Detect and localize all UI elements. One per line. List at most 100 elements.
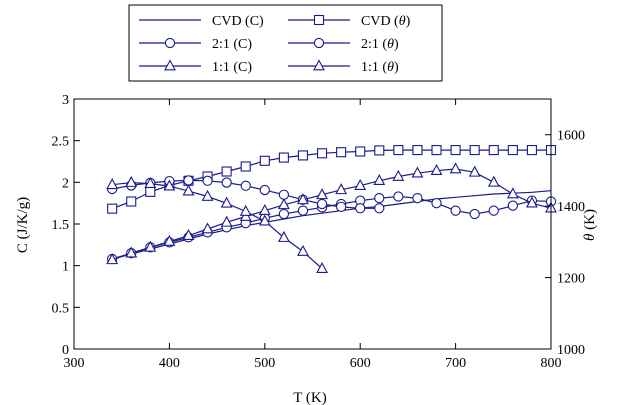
- y-axis-label: C (J/K/g): [15, 197, 31, 253]
- legend-label-theta: θ: [387, 60, 394, 75]
- legend-marker: [164, 37, 176, 49]
- data-point: [240, 180, 251, 191]
- y-tick-label: 1.5: [52, 218, 70, 233]
- x-tick-label: 700: [445, 356, 466, 371]
- y2-tick-label: 1400: [557, 200, 585, 215]
- x-tick-label: 300: [64, 356, 85, 371]
- data-point: [336, 147, 347, 158]
- data-point: [202, 175, 213, 186]
- data-point: [487, 175, 500, 187]
- y2-axis-label-symbol: θ: [582, 233, 598, 241]
- data-point: [431, 198, 442, 209]
- y2-tick-label: 1200: [557, 272, 585, 287]
- data-point: [507, 145, 518, 156]
- y-tick-label: 1: [62, 260, 69, 275]
- data-point: [277, 230, 290, 242]
- data-point: [182, 229, 195, 241]
- x-tick-label: 400: [159, 356, 180, 371]
- legend-entry: 1:1 (θ): [288, 59, 399, 75]
- y2-tick-label: 1000: [557, 343, 585, 358]
- legend-entry: CVD (C): [139, 14, 264, 29]
- data-point: [374, 203, 385, 214]
- legend-label-close: ): [394, 60, 399, 75]
- y2-tick-label: 1600: [557, 129, 585, 144]
- legend-label-theta: θ: [399, 14, 406, 29]
- data-point: [316, 188, 328, 200]
- legend-label-text: 2:1 (C): [212, 37, 252, 52]
- data-point: [106, 253, 119, 265]
- legend-marker: [313, 59, 325, 71]
- data-point: [259, 155, 270, 166]
- data-point: [449, 162, 462, 174]
- data-point: [221, 177, 232, 188]
- data-point: [297, 150, 309, 161]
- legend-label: 2:1 (C): [212, 37, 252, 52]
- data-point: [316, 261, 328, 273]
- data-point: [277, 198, 290, 210]
- data-point: [125, 175, 138, 187]
- data-point: [297, 244, 309, 256]
- legend-label-close: ): [394, 37, 399, 52]
- data-point: [373, 174, 386, 186]
- legend-marker: [164, 59, 176, 71]
- data-point: [278, 189, 290, 200]
- data-point: [182, 184, 195, 196]
- legend-label-text: 1:1 (C): [212, 60, 252, 75]
- data-point: [126, 196, 137, 207]
- plot-area: [106, 145, 557, 273]
- data-point: [258, 214, 271, 226]
- data-point: [412, 145, 423, 156]
- y-tick-label: 2.5: [52, 135, 70, 150]
- y2-axis-label-unit: (K): [582, 209, 598, 234]
- data-point: [431, 145, 442, 156]
- legend-entry: 1:1 (C): [139, 59, 252, 75]
- data-point: [220, 215, 233, 227]
- data-point: [240, 161, 251, 172]
- y2-axis-label: θ (K): [582, 209, 598, 241]
- data-point: [163, 234, 176, 246]
- data-point: [393, 145, 404, 156]
- data-point: [355, 203, 366, 214]
- legend-label-text: CVD (: [361, 14, 399, 29]
- data-point: [411, 166, 424, 178]
- data-point: [468, 165, 481, 177]
- data-point: [430, 164, 443, 176]
- data-point: [107, 203, 118, 214]
- y-tick-label: 0: [62, 343, 69, 358]
- x-tick-label: 800: [541, 356, 562, 371]
- data-point: [374, 193, 385, 204]
- data-point: [412, 193, 423, 204]
- data-point: [144, 176, 157, 188]
- data-point: [488, 205, 499, 216]
- data-point: [354, 179, 367, 191]
- y-tick-label: 2: [62, 176, 69, 191]
- legend-label: 1:1 (θ): [361, 60, 399, 75]
- data-point: [335, 201, 347, 213]
- y-tick-label: 3: [62, 93, 69, 108]
- data-point: [258, 204, 271, 216]
- data-point: [335, 183, 348, 195]
- data-point: [316, 148, 328, 159]
- series-5: [106, 175, 328, 273]
- legend-entry: CVD (θ): [288, 14, 411, 29]
- data-point: [278, 152, 289, 163]
- data-point: [220, 196, 233, 208]
- data-point: [393, 191, 404, 202]
- x-axis-label: T (K): [293, 390, 326, 405]
- data-point: [392, 169, 405, 181]
- legend-entry: 2:1 (C): [139, 37, 252, 52]
- legend-label-text: 2:1 (: [361, 37, 387, 52]
- data-point: [183, 175, 194, 186]
- data-point: [239, 204, 252, 216]
- data-point: [469, 145, 480, 156]
- legend: CVD (C) CVD (θ)2:1 (C) 2:1 (θ)1:1 (C) 1:1 (…: [128, 4, 443, 82]
- legend-label: CVD (C): [212, 14, 264, 29]
- data-point: [316, 198, 328, 210]
- data-point: [144, 240, 157, 252]
- data-point: [374, 145, 385, 156]
- x-tick-label: 500: [254, 356, 275, 371]
- data-point: [507, 200, 518, 211]
- legend-label-text: 1:1 (: [361, 60, 387, 75]
- data-point: [163, 179, 176, 191]
